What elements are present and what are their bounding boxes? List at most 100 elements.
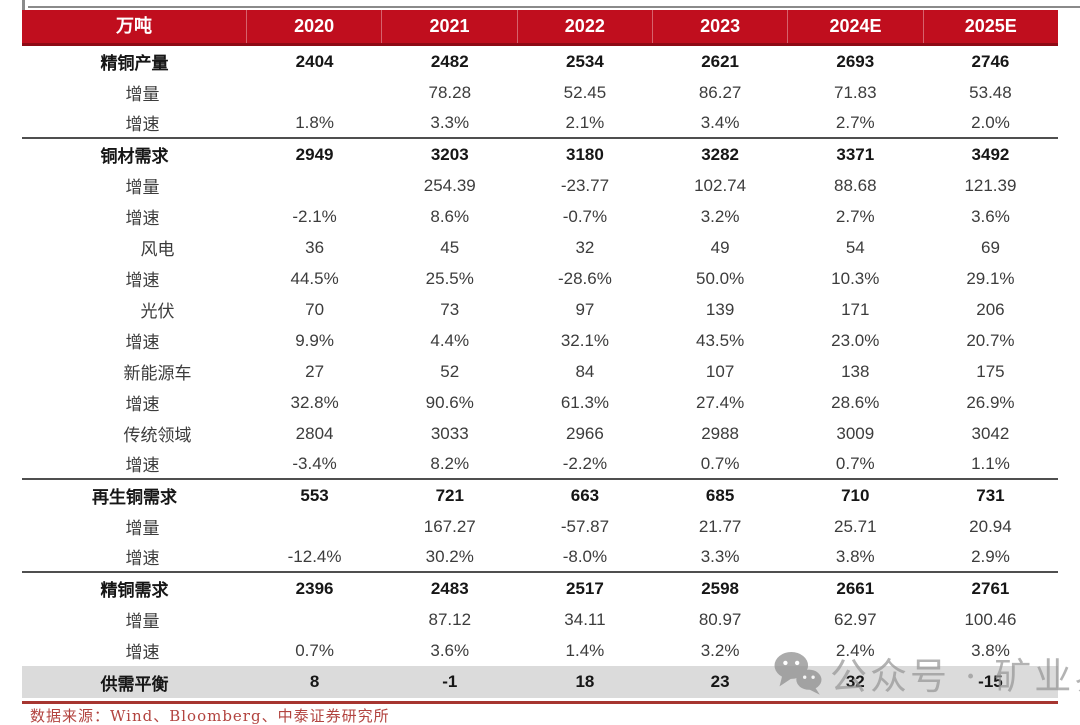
table-row: 增速 -3.4% 8.2% -2.2% 0.7% 0.7% 1.1% — [22, 449, 1058, 480]
data-source-note: 数据来源：Wind、Bloomberg、中泰证券研究所 — [30, 707, 390, 725]
table-row: 精铜需求 2396 2483 2517 2598 2661 2761 — [22, 573, 1058, 604]
value-cell: 121.39 — [964, 175, 1017, 195]
value-cell: -2.1% — [292, 206, 337, 226]
value-cell: 23 — [710, 672, 730, 691]
value-cell: 2966 — [566, 423, 604, 443]
value-cell: 663 — [570, 485, 600, 505]
value-cell: 50.0% — [696, 268, 745, 288]
value-cell: 3.3% — [700, 546, 740, 566]
table-row: 传统领域 2804 3033 2966 2988 3009 3042 — [22, 418, 1058, 449]
value-cell: 25.71 — [834, 516, 877, 536]
value-cell: 100.46 — [964, 609, 1017, 629]
value-cell: 8.6% — [430, 206, 470, 226]
row-label: 增量 — [125, 85, 160, 105]
value-cell: -23.77 — [560, 175, 610, 195]
row-label: 增速 — [125, 395, 160, 415]
value-cell: -12.4% — [287, 546, 342, 566]
value-cell: 171 — [841, 299, 870, 319]
top-border-line — [28, 6, 1080, 8]
value-cell: 3.8% — [971, 640, 1010, 660]
year-header-2020: 2020 — [247, 10, 383, 43]
row-label: 精铜产量 — [100, 54, 169, 74]
value-cell: 90.6% — [425, 392, 474, 412]
table-row: 增速 0.7% 3.6% 1.4% 3.2% 2.4% 3.8% — [22, 635, 1058, 666]
value-cell: 86.27 — [698, 82, 742, 102]
value-cell: 69 — [980, 237, 1000, 257]
value-cell: 70 — [305, 299, 325, 319]
value-cell: 84 — [575, 361, 595, 381]
value-cell: 71.83 — [834, 82, 877, 102]
value-cell: 3492 — [971, 144, 1010, 164]
row-label: 再生铜需求 — [92, 488, 177, 508]
value-cell: 2693 — [836, 51, 875, 71]
value-cell: 2661 — [836, 578, 875, 598]
value-cell: 2517 — [566, 578, 604, 598]
value-cell: 2804 — [295, 423, 334, 443]
copper-supply-demand-table: 万吨 2020 2021 2022 2023 2024E 2025E 精铜产量 2404 24… — [22, 10, 1058, 704]
value-cell: 9.9% — [295, 330, 334, 350]
table-row: 增量 78.28 52.45 86.27 71.83 53.48 — [22, 77, 1058, 108]
table-row: 供需平衡 8 -1 18 23 32 -15 — [22, 666, 1058, 698]
value-cell: 138 — [841, 361, 870, 381]
value-cell: 3.6% — [430, 640, 470, 660]
value-cell: 44.5% — [290, 268, 339, 288]
table-row: 风电 36 45 32 49 54 69 — [22, 232, 1058, 263]
value-cell: 21.77 — [698, 516, 742, 536]
value-cell: 102.74 — [694, 175, 747, 195]
value-cell: 2482 — [430, 51, 469, 71]
row-label: 增速 — [125, 549, 160, 569]
value-cell: 2598 — [701, 578, 740, 598]
value-cell: 2.7% — [835, 206, 875, 226]
row-label: 光伏 — [140, 302, 175, 322]
row-label: 增量 — [125, 612, 160, 632]
value-cell: 3.8% — [835, 546, 875, 566]
table-row: 增速 9.9% 4.4% 32.1% 43.5% 23.0% 20.7% — [22, 325, 1058, 356]
value-cell: 3009 — [836, 423, 875, 443]
value-cell: 206 — [976, 299, 1005, 319]
value-cell: 32 — [575, 237, 595, 257]
value-cell: 53.48 — [969, 82, 1012, 102]
value-cell: 2483 — [430, 578, 469, 598]
value-cell: 2396 — [295, 578, 334, 598]
value-cell: 32.8% — [290, 392, 339, 412]
row-label: 增速 — [125, 271, 160, 291]
value-cell: 2988 — [701, 423, 740, 443]
value-cell: 3203 — [430, 144, 469, 164]
value-cell: 78.28 — [428, 82, 472, 102]
table-row: 增速 44.5% 25.5% -28.6% 50.0% 10.3% 29.1% — [22, 263, 1058, 294]
value-cell: 34.11 — [564, 609, 606, 629]
value-cell: 3282 — [701, 144, 740, 164]
value-cell: 97 — [575, 299, 595, 319]
value-cell: -57.87 — [560, 516, 610, 536]
table-row: 精铜产量 2404 2482 2534 2621 2693 2746 — [22, 46, 1058, 77]
value-cell: 2.9% — [971, 546, 1010, 566]
value-cell: -3.4% — [292, 453, 337, 473]
value-cell: 43.5% — [696, 330, 745, 350]
row-label: 增量 — [125, 519, 160, 539]
value-cell: 61.3% — [560, 392, 610, 412]
value-cell: 2621 — [701, 51, 740, 71]
value-cell: 107 — [705, 361, 735, 381]
value-cell: 10.3% — [831, 268, 880, 288]
table-body: 精铜产量 2404 2482 2534 2621 2693 2746 增量 78.28 52.45… — [22, 46, 1058, 698]
row-label: 铜材需求 — [100, 147, 169, 167]
value-cell: 20.94 — [969, 516, 1012, 536]
table-row: 光伏 70 73 97 139 171 206 — [22, 294, 1058, 325]
value-cell: 175 — [976, 361, 1005, 381]
row-label: 新能源车 — [123, 364, 192, 384]
value-cell: 28.6% — [831, 392, 880, 412]
top-left-tick — [22, 0, 25, 14]
value-cell: 2.1% — [565, 112, 605, 132]
value-cell: 2761 — [971, 578, 1010, 598]
value-cell: 3180 — [566, 144, 604, 164]
value-cell: 29.1% — [966, 268, 1015, 288]
table-row: 再生铜需求 553 721 663 685 710 731 — [22, 480, 1058, 511]
value-cell: 1.1% — [971, 453, 1010, 473]
value-cell: -15 — [978, 672, 1003, 691]
year-header-2022: 2022 — [518, 10, 653, 43]
value-cell: 0.7% — [295, 640, 334, 660]
value-cell: 23.0% — [831, 330, 880, 350]
value-cell: 1.4% — [565, 640, 605, 660]
value-cell: 3.2% — [700, 206, 740, 226]
